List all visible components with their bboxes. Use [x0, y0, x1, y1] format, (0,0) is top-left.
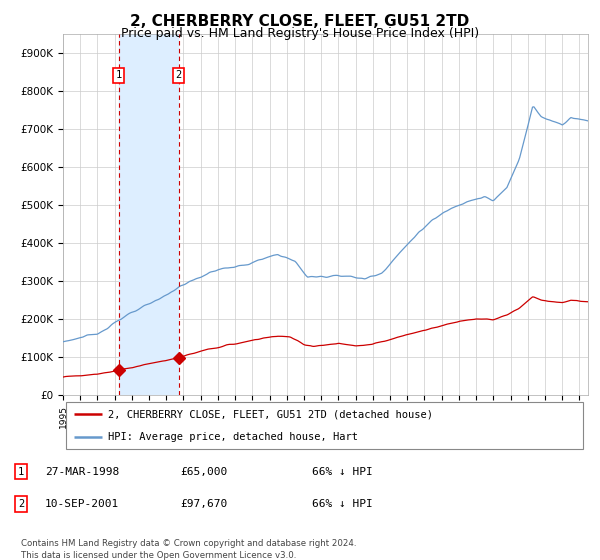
Bar — [119, 34, 178, 395]
Text: 2: 2 — [175, 71, 182, 81]
Text: 10-SEP-2001: 10-SEP-2001 — [45, 499, 119, 509]
Text: £97,670: £97,670 — [180, 499, 227, 509]
Text: 66% ↓ HPI: 66% ↓ HPI — [312, 499, 373, 509]
Text: 2, CHERBERRY CLOSE, FLEET, GU51 2TD (detached house): 2, CHERBERRY CLOSE, FLEET, GU51 2TD (det… — [107, 409, 433, 419]
Text: £65,000: £65,000 — [180, 466, 227, 477]
Text: 2: 2 — [18, 499, 24, 509]
Text: Price paid vs. HM Land Registry's House Price Index (HPI): Price paid vs. HM Land Registry's House … — [121, 27, 479, 40]
Text: 1: 1 — [115, 71, 122, 81]
Text: Contains HM Land Registry data © Crown copyright and database right 2024.
This d: Contains HM Land Registry data © Crown c… — [21, 539, 356, 559]
Text: HPI: Average price, detached house, Hart: HPI: Average price, detached house, Hart — [107, 432, 358, 442]
Text: 2, CHERBERRY CLOSE, FLEET, GU51 2TD: 2, CHERBERRY CLOSE, FLEET, GU51 2TD — [130, 14, 470, 29]
Text: 1: 1 — [18, 466, 24, 477]
Text: 27-MAR-1998: 27-MAR-1998 — [45, 466, 119, 477]
FancyBboxPatch shape — [65, 403, 583, 449]
Text: 66% ↓ HPI: 66% ↓ HPI — [312, 466, 373, 477]
